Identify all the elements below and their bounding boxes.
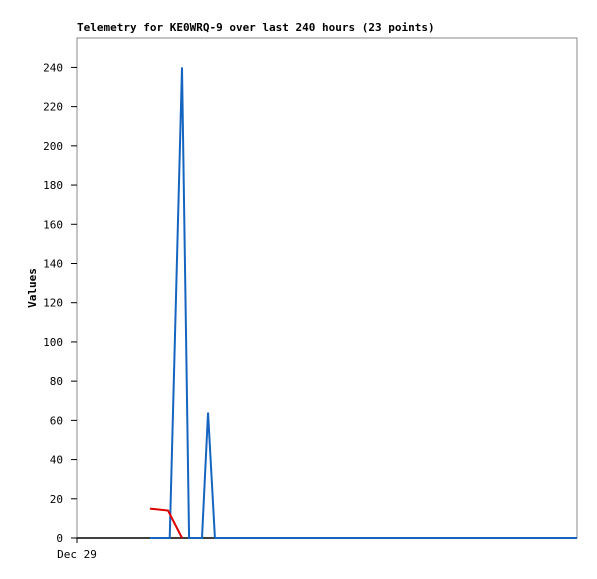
y-tick-label: 160 (43, 218, 63, 231)
y-tick-label: 100 (43, 336, 63, 349)
chart-title: Telemetry for KE0WRQ-9 over last 240 hou… (77, 21, 435, 34)
y-tick-label: 0 (56, 532, 63, 545)
y-tick-label: 240 (43, 61, 63, 74)
y-tick-label: 200 (43, 140, 63, 153)
y-tick-label: 20 (50, 493, 63, 506)
y-tick-label: 180 (43, 179, 63, 192)
y-tick-label: 60 (50, 414, 63, 427)
series-line (149, 507, 183, 539)
y-tick-label: 120 (43, 297, 63, 310)
y-tick-label: 140 (43, 257, 63, 270)
y-axis-label: Values (26, 268, 39, 308)
y-tick-label: 80 (50, 375, 63, 388)
plot-frame (76, 37, 578, 539)
y-tick-label: 40 (50, 454, 63, 467)
series-line (149, 67, 577, 539)
y-tick-label: 220 (43, 101, 63, 114)
x-tick-label: Dec 29 (57, 548, 97, 561)
